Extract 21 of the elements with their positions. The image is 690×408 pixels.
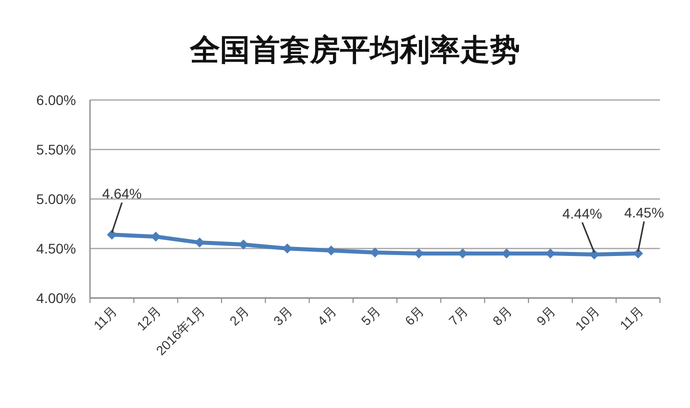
xtick: 8月 [490,304,515,328]
xtick: 10月 [572,304,602,334]
title: 全国首套房平均利率走势 [190,34,520,67]
value-label: 4.64% [102,186,142,202]
xtick: 12月 [134,304,164,334]
value-label: 4.45% [624,204,664,220]
xtick: 7月 [446,304,471,328]
xtick: 9月 [534,304,558,328]
xtick: 11月 [90,304,120,333]
value-label: 4.44% [562,205,602,222]
ytick: 5.00% [36,191,76,207]
xtick: 6月 [402,304,427,328]
ytick: 6.00% [36,92,76,108]
ytick: 4.00% [36,290,76,306]
xtick: 5月 [358,304,384,328]
xtick: 11月 [616,304,646,333]
xtick: 3月 [270,304,296,328]
ytick: 4.50% [36,240,76,256]
xtick: 2月 [226,304,252,328]
ytick: 5.50% [36,142,76,158]
xtick: 4月 [314,304,340,328]
